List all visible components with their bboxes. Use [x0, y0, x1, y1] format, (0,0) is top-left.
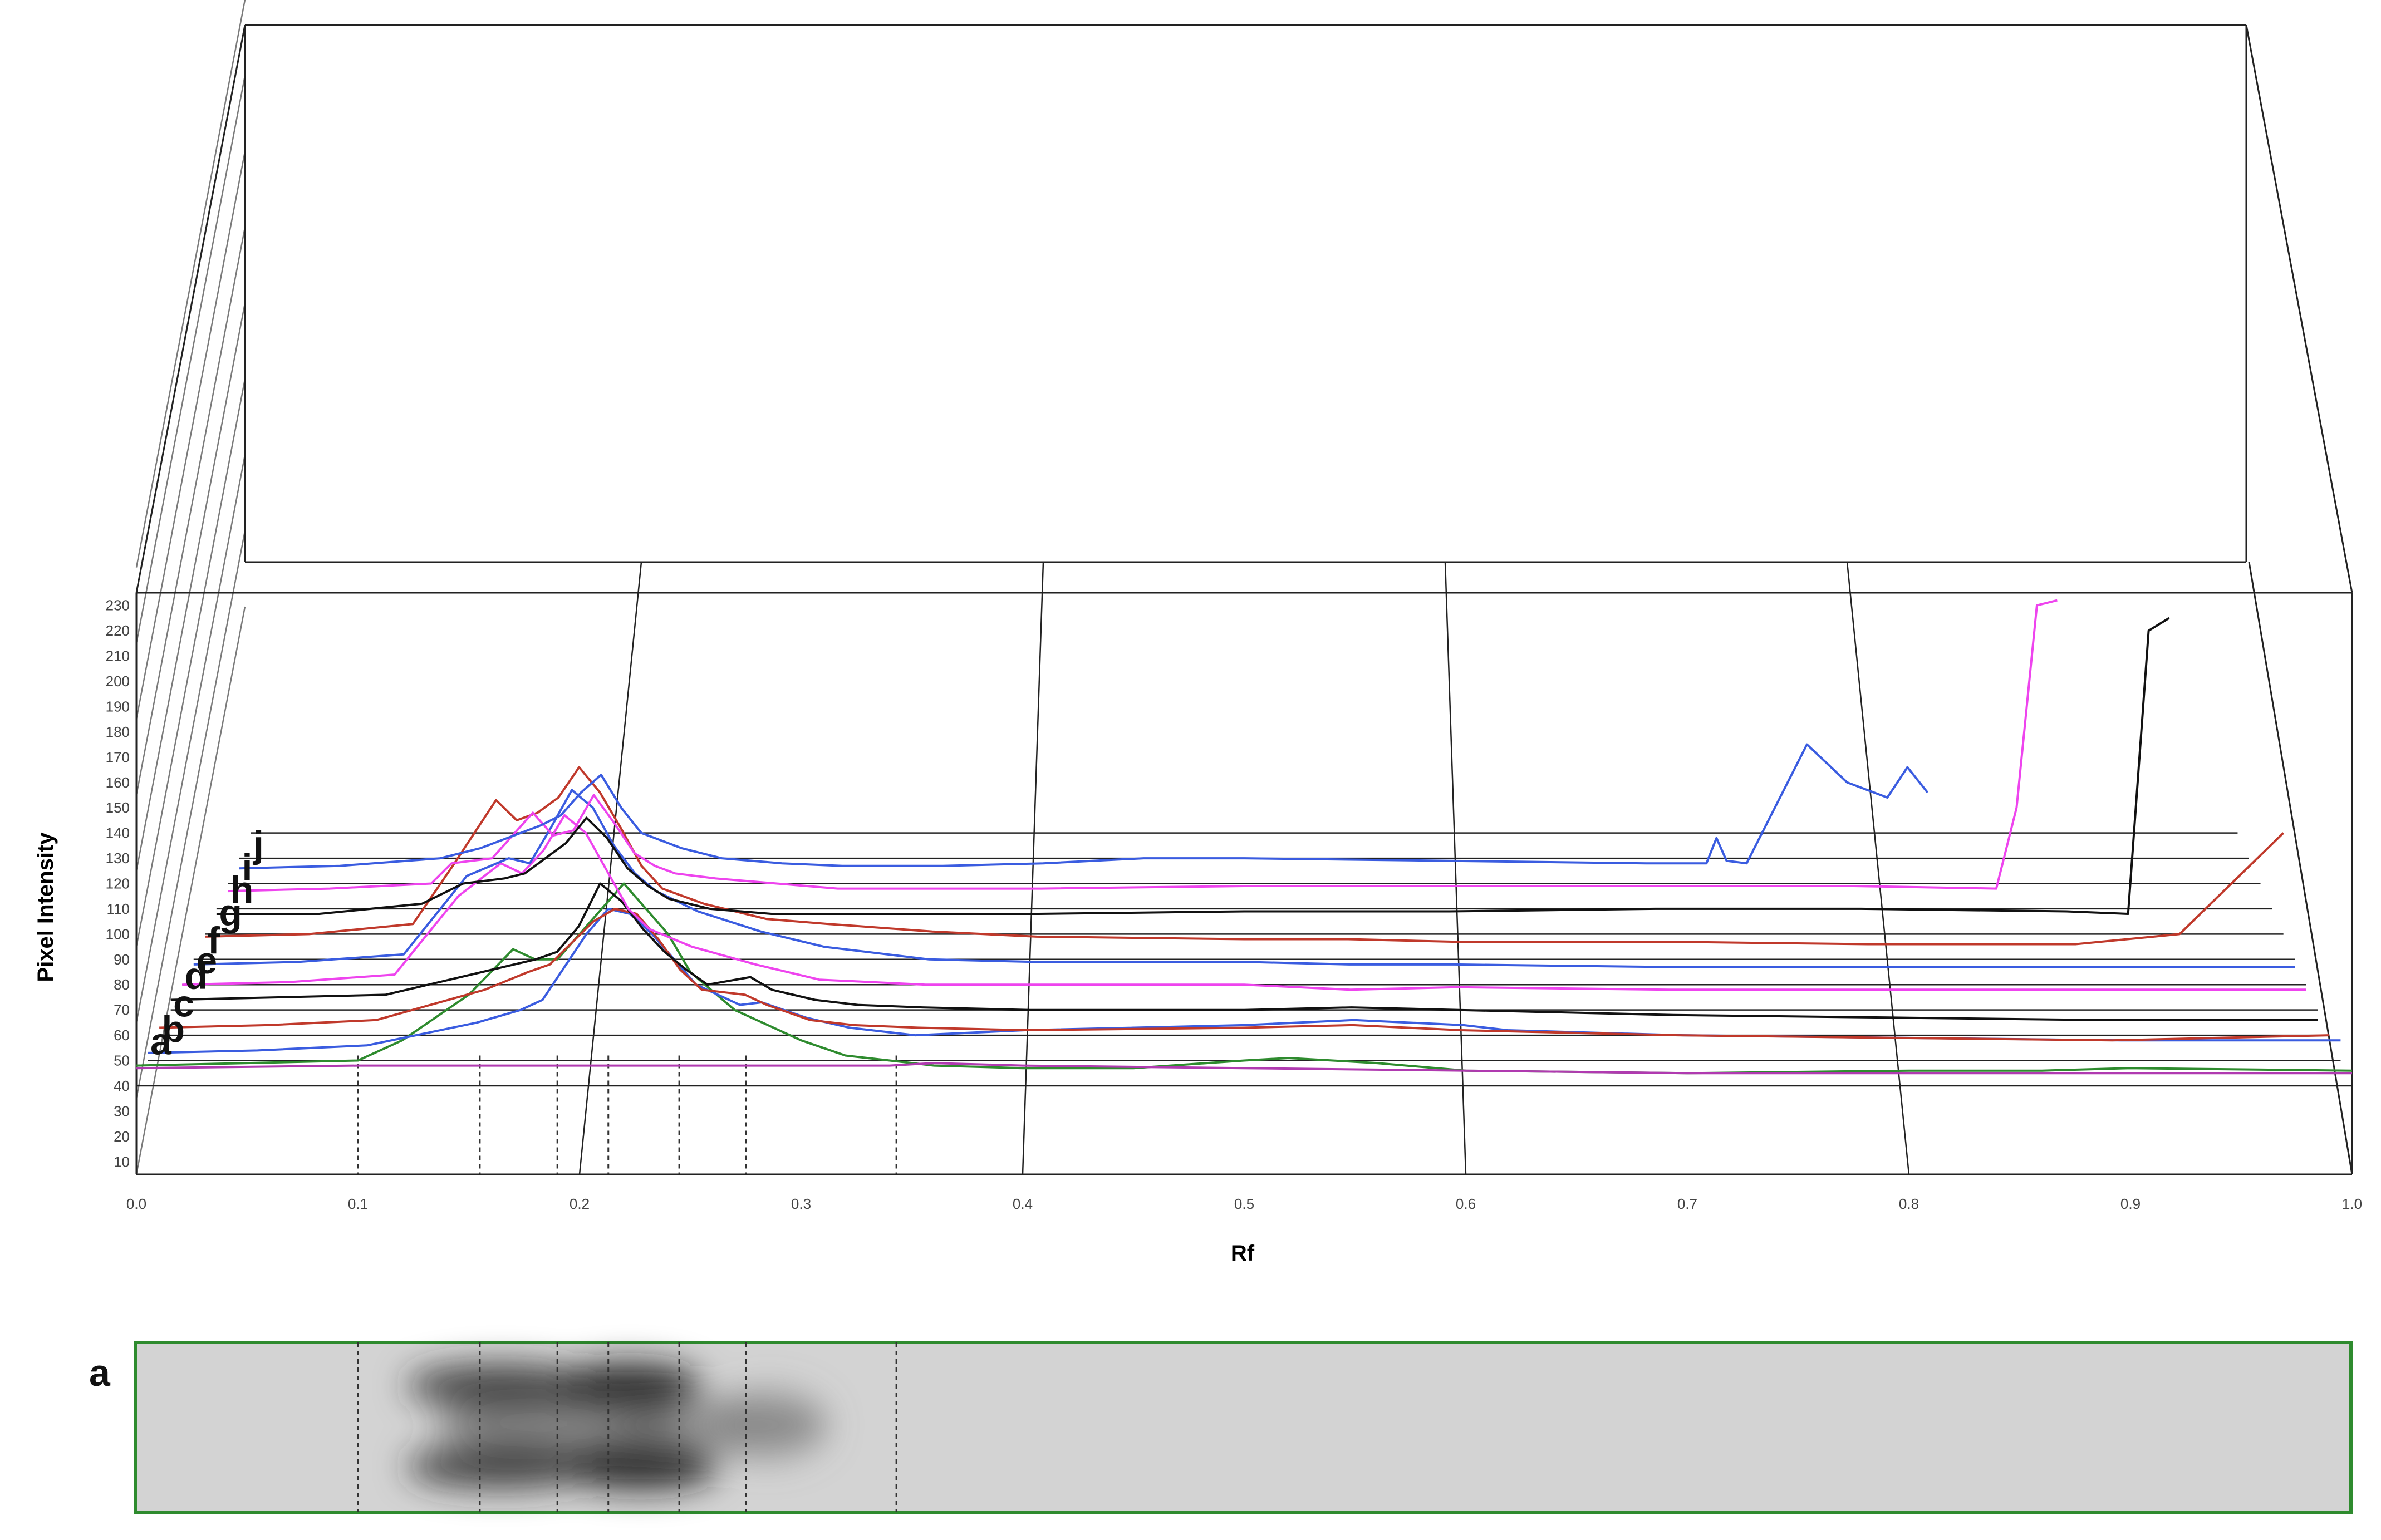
x-tick-label: 0.5	[1234, 1195, 1254, 1212]
gridlines	[135, 0, 2352, 1175]
right-depth-edge	[2245, 24, 2353, 593]
series-lines	[136, 599, 2353, 1075]
series-line-h	[216, 617, 2170, 915]
series-label-g: g	[219, 892, 242, 934]
series-line-b	[148, 907, 2341, 1054]
gel-drop-lines	[357, 1342, 897, 1512]
x-tick-label: 0.8	[1899, 1195, 1919, 1212]
series-label-d: d	[185, 955, 208, 997]
series-line-g	[205, 766, 2285, 946]
series-line-e	[182, 814, 2306, 991]
y-tick-label: 40	[114, 1077, 130, 1094]
series-label-j: j	[252, 823, 264, 865]
series-line-i	[228, 599, 2058, 893]
floor-diagonal	[1444, 562, 1467, 1175]
drop-lines	[357, 1055, 897, 1174]
y-tick-label: 60	[114, 1027, 130, 1044]
y-tick-label: 30	[114, 1103, 130, 1119]
wall-gridline	[135, 227, 246, 795]
series-label-h: h	[230, 869, 254, 911]
x-tick-label: 0.1	[348, 1195, 368, 1212]
y-tick-label: 190	[106, 698, 130, 715]
floor-diagonal	[578, 562, 642, 1175]
wall-gridline	[135, 606, 246, 1175]
floor-diagonal	[1022, 562, 1044, 1175]
y-tick-label: 220	[106, 622, 130, 639]
wall-gridline	[135, 378, 246, 947]
wall-gridline	[135, 530, 246, 1099]
x-tick-label: 0.7	[1677, 1195, 1697, 1212]
y-axis-label: Pixel Intensity	[33, 832, 58, 982]
y-tick-label: 230	[106, 597, 130, 614]
series-line-j	[239, 743, 1928, 870]
plot-frame	[135, 24, 2353, 1175]
x-tick-label: 0.3	[791, 1195, 811, 1212]
y-tick-label: 210	[106, 648, 130, 665]
series-label-f: f	[208, 919, 220, 962]
y-tick-label: 110	[107, 901, 130, 917]
series-label-c: c	[173, 982, 194, 1025]
series-label-e: e	[196, 939, 217, 982]
y-tick-label: 100	[106, 926, 130, 942]
x-axis-label: Rf	[1231, 1241, 1255, 1266]
y-tick-label: 200	[106, 673, 130, 690]
y-tick-label: 80	[114, 976, 130, 993]
series-line-a	[136, 1062, 2352, 1075]
gel-bands	[406, 1364, 829, 1489]
left-depth-edge	[135, 24, 246, 593]
wall-gridline	[135, 303, 246, 872]
y-tick-label: 130	[106, 850, 130, 867]
y-tick-label: 10	[114, 1153, 130, 1170]
y-tick-label: 150	[106, 799, 130, 816]
floor-diagonal	[1846, 562, 1910, 1175]
series-line-d	[170, 882, 2318, 1021]
right-floor-edge	[2248, 562, 2353, 1175]
x-tick-label: 0.6	[1456, 1195, 1476, 1212]
x-tick-label: 0.0	[126, 1195, 146, 1212]
y-tick-label: 120	[106, 875, 130, 892]
y-tick-label: 90	[114, 951, 130, 968]
gel-strip-label: a	[89, 1352, 111, 1394]
x-tick-label: 0.2	[570, 1195, 590, 1212]
y-tick-label: 140	[106, 825, 130, 842]
wall-gridline	[135, 75, 246, 644]
gel-strip: a	[89, 1341, 2353, 1514]
y-tick-label: 170	[106, 749, 130, 765]
y-axis-ticks: 10 20 30 40 50 60 70 80 90 100 110 120 130 140 150 160 1…	[106, 597, 130, 1170]
wall-gridline	[135, 0, 246, 568]
wall-gridline	[135, 151, 246, 720]
x-tick-label: 0.4	[1013, 1195, 1033, 1212]
series-label-a: a	[150, 1021, 172, 1063]
y-tick-label: 180	[106, 724, 130, 740]
series-label-i: i	[242, 846, 252, 888]
series-label-b: b	[162, 1008, 185, 1050]
y-tick-label: 70	[114, 1002, 130, 1019]
x-tick-label: 1.0	[2342, 1195, 2362, 1212]
y-tick-label: 160	[106, 774, 130, 791]
series-line-c	[159, 907, 2329, 1042]
y-tick-label: 20	[114, 1128, 130, 1145]
y-tick-label: 50	[114, 1052, 130, 1069]
x-tick-label: 0.9	[2120, 1195, 2141, 1212]
x-axis-ticks: 0.0 0.1 0.2 0.3 0.4 0.5 0.6 0.7 0.8 0.9 1.0	[126, 1195, 2362, 1212]
wall-gridline	[135, 455, 246, 1023]
